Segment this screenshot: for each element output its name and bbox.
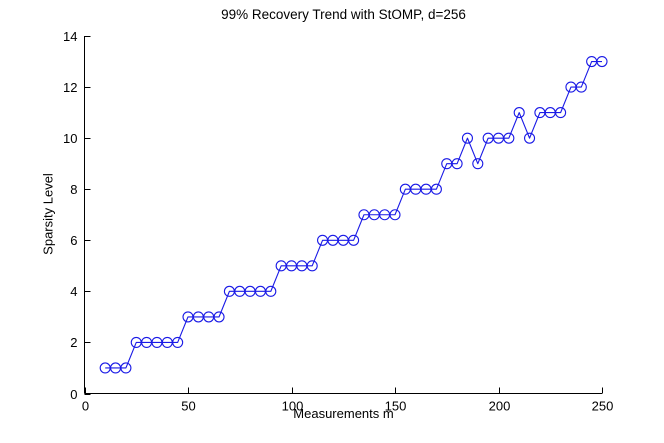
data-point-marker — [265, 285, 277, 297]
y-tick-label: 4 — [70, 284, 77, 299]
data-point-marker — [348, 234, 360, 246]
data-point-marker — [472, 158, 484, 170]
data-point-marker — [513, 107, 525, 119]
x-tick-label: 150 — [385, 399, 407, 414]
data-point-marker — [523, 132, 536, 144]
x-axis-label: Measurements m — [293, 406, 394, 421]
data-point-marker — [213, 311, 225, 323]
y-tick-label: 14 — [63, 29, 77, 44]
data-point-marker — [575, 81, 587, 93]
y-tick-label: 12 — [63, 80, 77, 95]
y-tick-label: 2 — [70, 335, 77, 350]
data-point-marker — [120, 362, 132, 374]
x-tick-label: 0 — [82, 399, 89, 414]
data-point-marker — [451, 158, 463, 170]
y-axis-label: Sparsity Level — [40, 173, 56, 255]
data-point-marker — [461, 132, 474, 144]
data-point-marker — [430, 183, 442, 195]
x-tick-label: 200 — [489, 399, 511, 414]
y-tick-label: 8 — [70, 182, 77, 197]
data-point-marker — [389, 209, 401, 221]
x-tick-label: 250 — [592, 399, 614, 414]
data-point-marker — [503, 132, 515, 144]
trend-line — [105, 60, 602, 369]
x-tick-label: 100 — [282, 399, 304, 414]
chart-title: 99% Recovery Trend with StOMP, d=256 — [221, 7, 466, 22]
data-point-marker — [172, 336, 184, 348]
data-point-marker — [306, 260, 318, 272]
data-point-marker — [555, 107, 567, 119]
data-point-marker — [596, 55, 608, 68]
x-tick-label: 50 — [181, 399, 195, 414]
y-tick-label: 0 — [70, 387, 77, 402]
y-tick-label: 10 — [63, 131, 77, 146]
y-tick-label: 6 — [70, 233, 77, 248]
